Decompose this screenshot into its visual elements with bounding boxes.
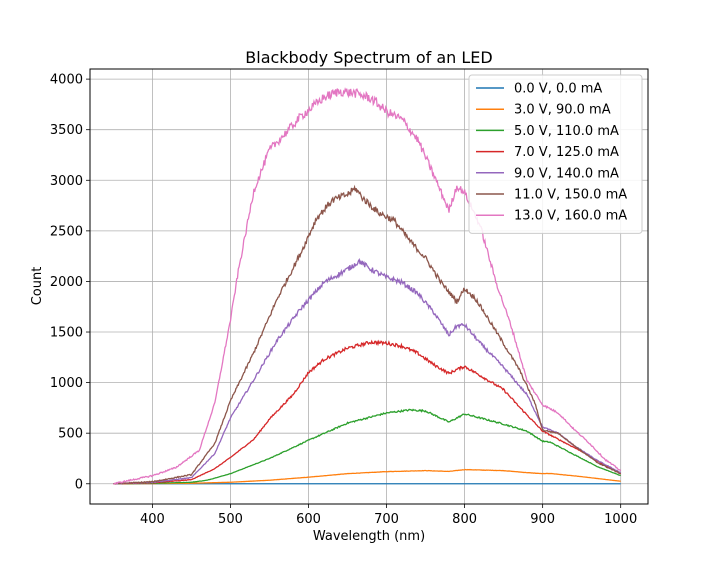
legend-entry: 9.0 V, 140.0 mA — [514, 166, 619, 181]
legend-entry: 5.0 V, 110.0 mA — [514, 124, 619, 139]
legend: 0.0 V, 0.0 mA 3.0 V, 90.0 mA 5.0 V, 110.0 … — [468, 74, 643, 234]
x-axis-label: Wavelength (nm) — [313, 529, 425, 544]
y-tick-label: 0 — [75, 477, 83, 492]
y-tick-label: 500 — [58, 427, 83, 442]
series-line-4 — [113, 258, 621, 485]
series-line-1 — [113, 468, 621, 485]
y-tick-label: 3000 — [50, 174, 83, 189]
legend-entry: 7.0 V, 125.0 mA — [514, 145, 619, 160]
y-axis-ticks: 0 500 1000 1500 2000 2500 3000 3500 4000 — [50, 73, 90, 492]
x-tick-label: 400 — [140, 512, 165, 527]
y-tick-label: 1000 — [50, 376, 83, 391]
legend-entry: 13.0 V, 160.0 mA — [514, 209, 627, 224]
series-line-6 — [113, 87, 622, 485]
x-tick-label: 600 — [296, 512, 321, 527]
y-tick-label: 4000 — [50, 73, 83, 88]
x-tick-label: 700 — [374, 512, 399, 527]
y-axis-label: Count — [30, 267, 45, 306]
y-tick-label: 1500 — [50, 326, 83, 341]
series-layer — [113, 87, 622, 485]
legend-entry: 3.0 V, 90.0 mA — [514, 103, 611, 118]
chart-title: Blackbody Spectrum of an LED — [245, 48, 492, 67]
x-tick-label: 800 — [452, 512, 477, 527]
series-line-2 — [113, 408, 621, 485]
y-tick-label: 3500 — [50, 123, 83, 138]
y-tick-label: 2500 — [50, 224, 83, 239]
legend-entry: 0.0 V, 0.0 mA — [514, 82, 602, 97]
x-tick-label: 1000 — [604, 512, 637, 527]
plot-frame — [89, 68, 649, 505]
legend-box — [468, 74, 643, 234]
series-line-3 — [113, 339, 622, 485]
x-axis-ticks: 400 500 600 700 800 900 1000 — [140, 504, 637, 527]
series-line-5 — [113, 184, 621, 485]
legend-entry: 11.0 V, 150.0 mA — [514, 188, 627, 203]
x-tick-label: 900 — [530, 512, 555, 527]
x-tick-label: 500 — [218, 512, 243, 527]
y-tick-label: 2000 — [50, 275, 83, 290]
